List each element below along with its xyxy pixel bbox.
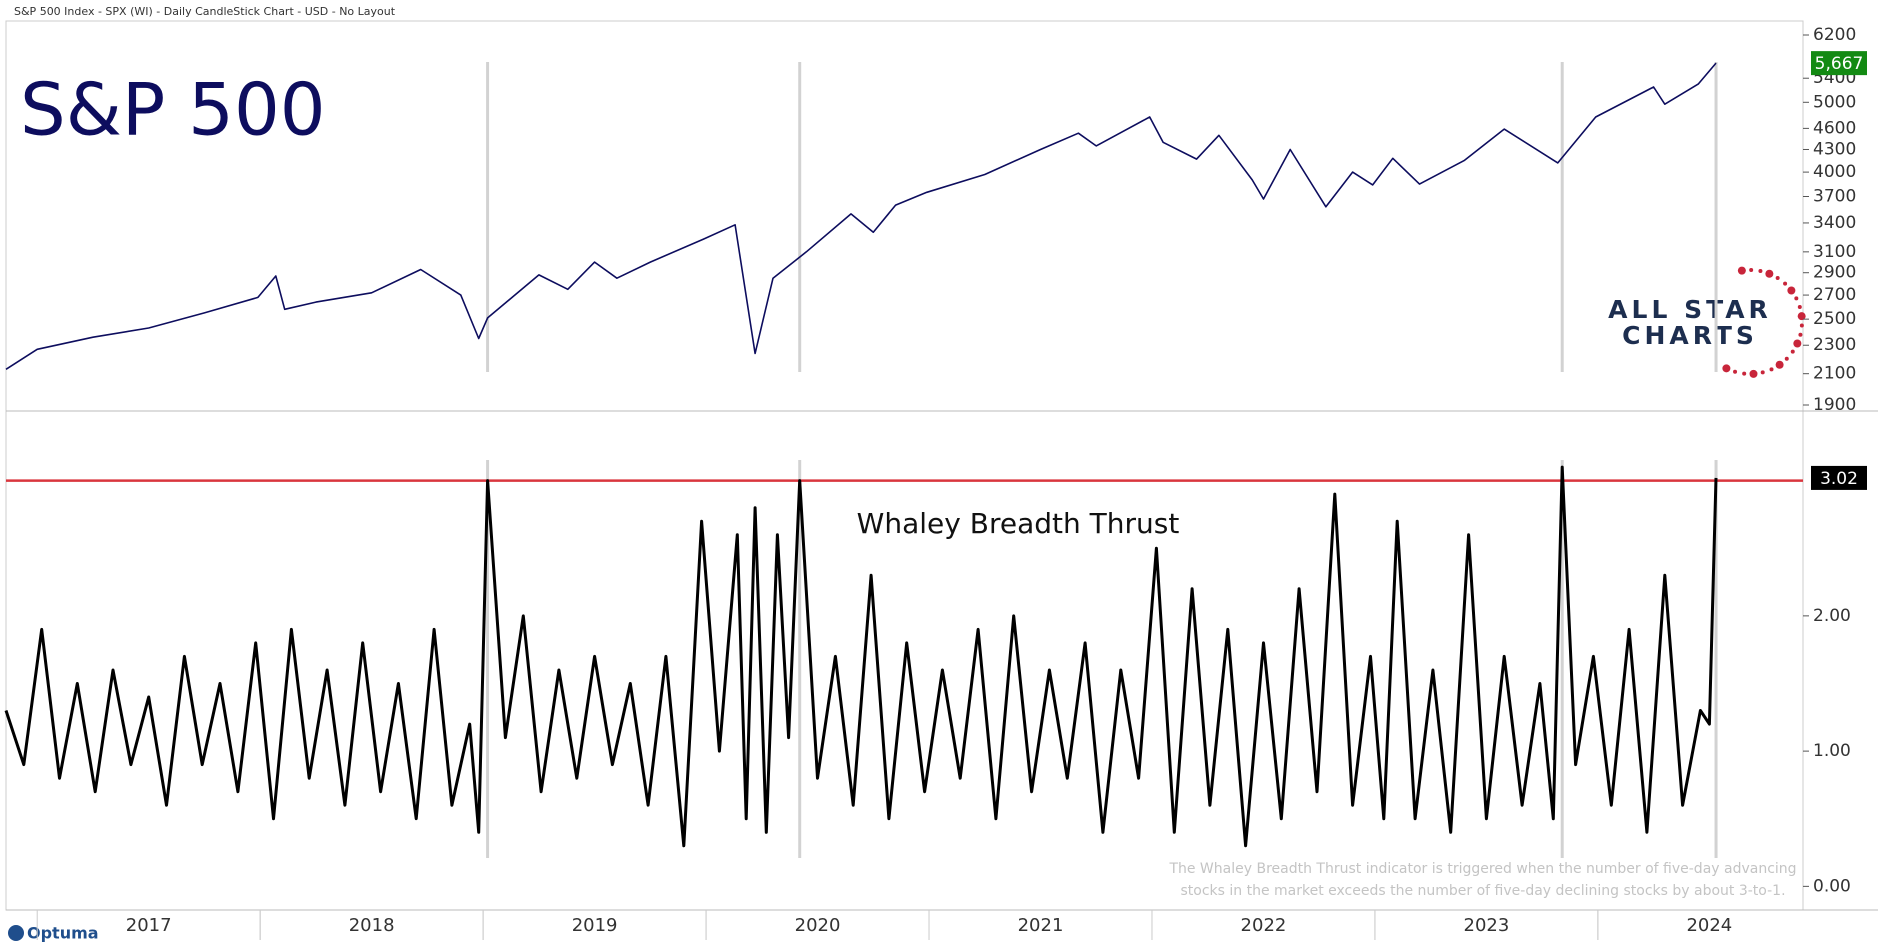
footer-logo: Optuma <box>8 924 99 943</box>
note-line: stocks in the market exceeds the number … <box>1180 883 1785 899</box>
logo-star <box>1797 312 1806 321</box>
y-tick-label: 2300 <box>1813 335 1856 355</box>
x-tick-label: 2023 <box>1464 915 1510 936</box>
logo-star <box>1799 323 1804 328</box>
logo-star <box>1758 269 1763 274</box>
logo-text: ALL STAR <box>1608 295 1772 324</box>
panel-title: Whaley Breadth Thrust <box>857 507 1180 540</box>
x-tick-label: 2019 <box>572 915 618 936</box>
y-tick-label: 1.00 <box>1813 741 1851 761</box>
logo-star <box>1737 266 1746 275</box>
y-tick-label: 2100 <box>1813 364 1856 384</box>
y-tick-label: 3100 <box>1813 242 1856 262</box>
x-tick-label: 2024 <box>1686 915 1732 936</box>
y-tick-label: 2500 <box>1813 309 1856 329</box>
y-tick-label: 3400 <box>1813 213 1856 233</box>
y-tick-label: 2.00 <box>1813 606 1851 626</box>
y-tick-label: 4300 <box>1813 139 1856 159</box>
y-tick-label: 3700 <box>1813 186 1856 206</box>
footer-text: Optuma <box>27 924 99 943</box>
footer-icon <box>8 925 24 941</box>
last-value-label: 3.02 <box>1820 469 1858 489</box>
window-header: S&P 500 Index - SPX (WI) - Daily CandleS… <box>14 5 396 18</box>
logo-star <box>1775 360 1784 369</box>
logo-star <box>1760 370 1765 375</box>
x-tick-label: 2020 <box>795 915 841 936</box>
chart-title: S&P 500 <box>20 68 326 152</box>
y-tick-label: 6200 <box>1813 25 1856 45</box>
y-tick-label: 2900 <box>1813 263 1856 283</box>
logo-star <box>1733 369 1738 374</box>
logo-star <box>1783 281 1788 286</box>
logo-star <box>1793 339 1802 348</box>
series-line <box>5 62 1717 370</box>
y-tick-label: 5000 <box>1813 92 1856 112</box>
logo-star <box>1784 356 1789 361</box>
y-tick-label: 4000 <box>1813 162 1856 182</box>
y-tick-label: 1900 <box>1813 395 1856 415</box>
logo-star <box>1742 371 1747 376</box>
logo-star <box>1765 269 1774 278</box>
logo-star <box>1797 305 1802 310</box>
x-tick-label: 2017 <box>126 915 172 936</box>
logo-star <box>1775 275 1780 280</box>
x-tick-label: 2021 <box>1018 915 1064 936</box>
x-tick-label: 2018 <box>349 915 395 936</box>
logo-star <box>1749 268 1754 273</box>
logo: ALL STAR CHARTS <box>1608 295 1772 350</box>
last-value-label: 5,667 <box>1815 54 1864 74</box>
logo-star <box>1798 332 1803 337</box>
logo-star <box>1787 286 1796 295</box>
note-line: The Whaley Breadth Thrust indicator is t… <box>1168 861 1796 877</box>
logo-star <box>1794 296 1799 301</box>
y-tick-label: 4600 <box>1813 118 1856 138</box>
logo-star <box>1769 367 1774 372</box>
logo-star <box>1790 349 1795 354</box>
logo-star <box>1722 364 1731 373</box>
last-value-box <box>1811 51 1867 76</box>
logo-text: CHARTS <box>1622 321 1758 350</box>
y-tick-label: 2700 <box>1813 285 1856 305</box>
y-tick-label: 0.00 <box>1813 876 1851 896</box>
series-line <box>4 465 1718 848</box>
x-tick-label: 2022 <box>1241 915 1287 936</box>
last-value-box <box>1811 465 1867 490</box>
logo-star <box>1749 369 1758 378</box>
